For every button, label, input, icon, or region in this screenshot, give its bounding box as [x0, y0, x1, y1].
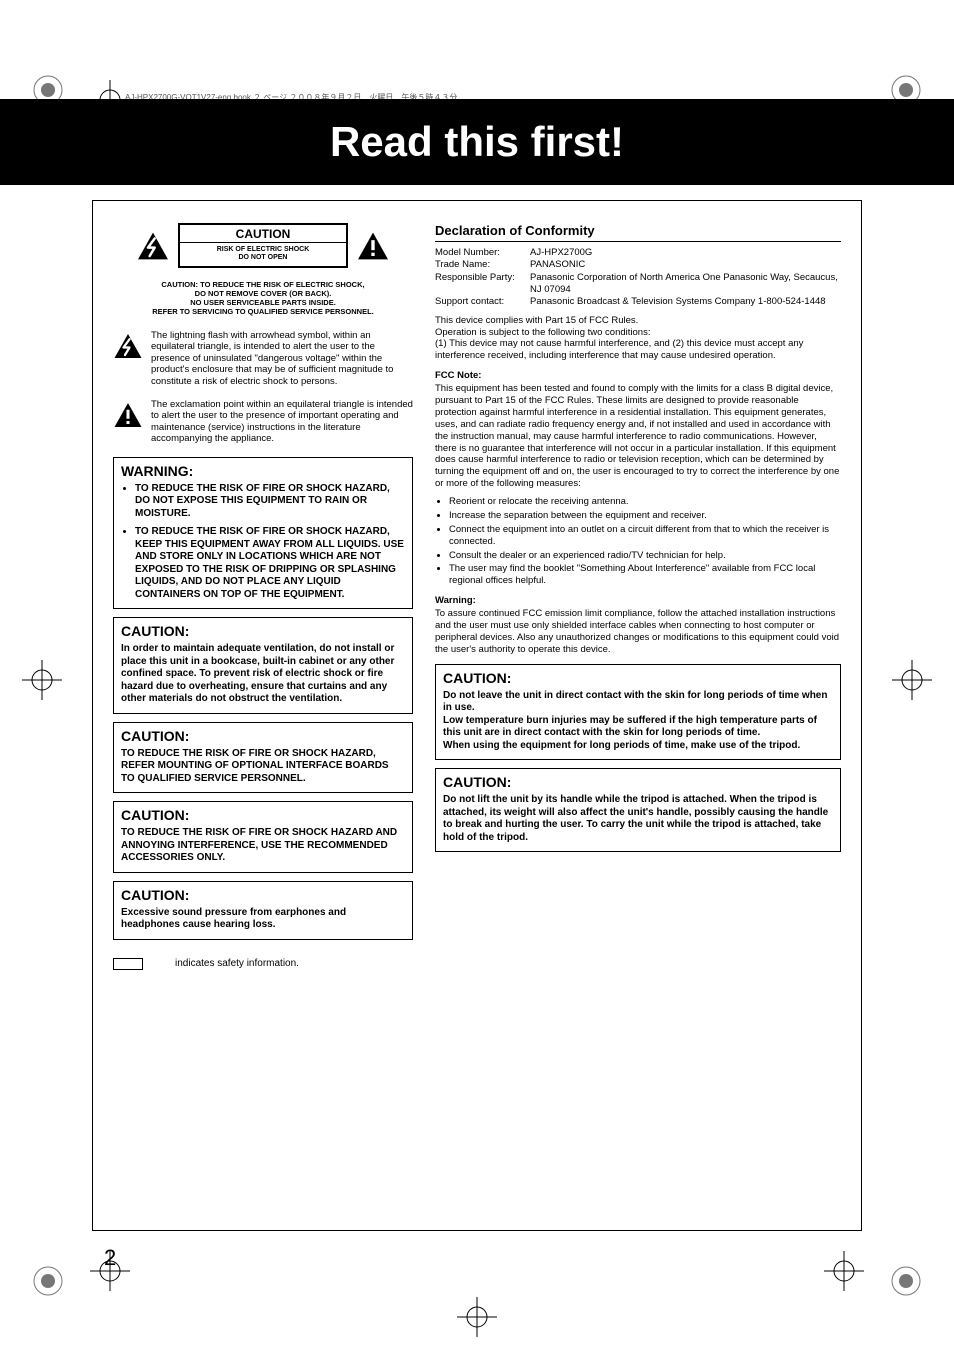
bolt-explanation: The lightning flash with arrowhead symbo…	[113, 330, 413, 387]
fcc-list: Reorient or relocate the receiving anten…	[435, 496, 841, 587]
caution-heading: CAUTION:	[121, 728, 405, 744]
declaration-block: Declaration of Conformity Model Number:A…	[435, 223, 841, 362]
caution-box: CAUTION: In order to maintain adequate v…	[113, 617, 413, 714]
warning-item: TO REDUCE THE RISK OF FIRE OR SHOCK HAZA…	[135, 483, 405, 521]
warning-box: WARNING: TO REDUCE THE RISK OF FIRE OR S…	[113, 457, 413, 610]
caution-small-text: CAUTION: TO REDUCE THE RISK OF ELECTRIC …	[113, 280, 413, 316]
plate-title: CAUTION	[180, 225, 346, 243]
page-number: 2	[104, 1245, 116, 1271]
caution-box: CAUTION: TO REDUCE THE RISK OF FIRE OR S…	[113, 722, 413, 794]
crop-mark-icon	[457, 1297, 497, 1337]
exclaim-triangle-icon	[356, 231, 390, 261]
plate-body: RISK OF ELECTRIC SHOCK DO NOT OPEN	[180, 243, 346, 266]
caution-body: TO REDUCE THE RISK OF FIRE OR SHOCK HAZA…	[121, 748, 405, 786]
crop-mark-icon	[892, 660, 932, 700]
kv-row: Model Number:AJ-HPX2700G	[435, 247, 841, 259]
shock-triangle-icon	[136, 231, 170, 261]
content-frame: CAUTION RISK OF ELECTRIC SHOCK DO NOT OP…	[92, 200, 862, 1231]
crop-mark-icon	[22, 660, 62, 700]
page-title: Read this first!	[330, 118, 624, 166]
fcc-list-item: Reorient or relocate the receiving anten…	[449, 496, 841, 508]
safety-text: indicates safety information.	[175, 958, 299, 969]
left-column: CAUTION RISK OF ELECTRIC SHOCK DO NOT OP…	[113, 223, 413, 948]
caution-box: CAUTION: Do not leave the unit in direct…	[435, 664, 841, 761]
caution-heading: CAUTION:	[443, 670, 833, 686]
caution-box: CAUTION: Excessive sound pressure from e…	[113, 881, 413, 940]
kv-row: Responsible Party:Panasonic Corporation …	[435, 272, 841, 297]
fcc-heading: FCC Note:	[435, 370, 841, 381]
declaration-heading: Declaration of Conformity	[435, 223, 841, 242]
fcc-list-item: The user may find the booklet "Something…	[449, 563, 841, 587]
exclaim-triangle-icon	[113, 401, 143, 429]
exclaim-explanation: The exclamation point within an equilate…	[113, 399, 413, 445]
compliance-text: This device complies with Part 15 of FCC…	[435, 315, 841, 363]
safety-footer: indicates safety information.	[113, 958, 841, 970]
warning-list: TO REDUCE THE RISK OF FIRE OR SHOCK HAZA…	[121, 483, 405, 602]
fcc-list-item: Increase the separation between the equi…	[449, 510, 841, 522]
fcc-body: This equipment has been tested and found…	[435, 383, 841, 490]
fcc-warning-heading: Warning:	[435, 595, 841, 606]
kv-row: Support contact:Panasonic Broadcast & Te…	[435, 296, 841, 308]
crop-mark-icon	[28, 1261, 68, 1301]
fcc-list-item: Consult the dealer or an experienced rad…	[449, 550, 841, 562]
caution-body: Excessive sound pressure from earphones …	[121, 907, 405, 932]
right-column: Declaration of Conformity Model Number:A…	[435, 223, 841, 948]
crop-mark-icon	[886, 1261, 926, 1301]
kv-row: Trade Name:PANASONIC	[435, 259, 841, 271]
safety-box-icon	[113, 958, 143, 970]
warning-heading: WARNING:	[121, 463, 405, 479]
caution-box: CAUTION: Do not lift the unit by its han…	[435, 768, 841, 852]
fcc-block: FCC Note: This equipment has been tested…	[435, 370, 841, 656]
caution-plate-row: CAUTION RISK OF ELECTRIC SHOCK DO NOT OP…	[113, 223, 413, 268]
caution-heading: CAUTION:	[443, 774, 833, 790]
exclaim-text: The exclamation point within an equilate…	[151, 399, 413, 445]
caution-body: Do not lift the unit by its handle while…	[443, 794, 833, 844]
bolt-text: The lightning flash with arrowhead symbo…	[151, 330, 413, 387]
fcc-warning-body: To assure continued FCC emission limit c…	[435, 608, 841, 656]
caution-body: Do not leave the unit in direct contact …	[443, 690, 833, 753]
caution-heading: CAUTION:	[121, 887, 405, 903]
shock-triangle-icon	[113, 332, 143, 360]
caution-plate: CAUTION RISK OF ELECTRIC SHOCK DO NOT OP…	[178, 223, 348, 268]
warning-item: TO REDUCE THE RISK OF FIRE OR SHOCK HAZA…	[135, 526, 405, 601]
caution-heading: CAUTION:	[121, 807, 405, 823]
caution-box: CAUTION: TO REDUCE THE RISK OF FIRE OR S…	[113, 801, 413, 873]
caution-body: In order to maintain adequate ventilatio…	[121, 643, 405, 706]
title-banner: Read this first!	[0, 99, 954, 185]
caution-body: TO REDUCE THE RISK OF FIRE OR SHOCK HAZA…	[121, 827, 405, 865]
caution-heading: CAUTION:	[121, 623, 405, 639]
crop-mark-icon	[824, 1251, 864, 1291]
fcc-list-item: Connect the equipment into an outlet on …	[449, 524, 841, 548]
